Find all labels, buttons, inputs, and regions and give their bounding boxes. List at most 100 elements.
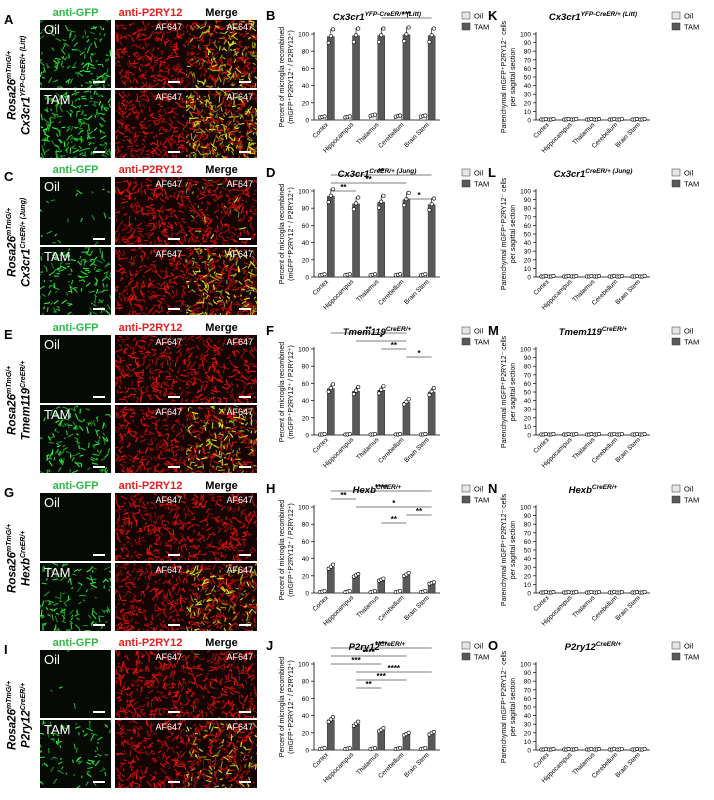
y-tick-label: 30 xyxy=(524,407,532,414)
data-point xyxy=(331,187,336,192)
y-axis-label: Parenchymal mGFP⁺P2RY12⁻ cells xyxy=(501,493,508,606)
data-point xyxy=(619,116,624,121)
x-tick-label: Thalamus xyxy=(355,278,381,304)
legend-label: TAM xyxy=(474,180,489,189)
chart-title: P2ry12CreER/+ xyxy=(565,641,622,653)
data-point xyxy=(574,273,579,278)
y-tick-label: 20 xyxy=(302,100,310,107)
x-tick-label: Brain Stem xyxy=(403,436,431,464)
af647-label: AF647 xyxy=(226,495,253,505)
scale-bar xyxy=(93,151,105,153)
condition-label: TAM xyxy=(44,722,71,737)
micrograph-image xyxy=(40,335,111,403)
data-point xyxy=(372,589,377,594)
micrograph-red-tam: AF647 xyxy=(115,720,186,788)
legend-swatch-tam xyxy=(461,337,471,346)
condition-label: Oil xyxy=(44,495,60,510)
af647-label: AF647 xyxy=(155,565,182,575)
y-tick-label: 80 xyxy=(524,49,532,56)
panel-letter: O xyxy=(488,638,498,653)
micrograph-image xyxy=(186,563,257,631)
y-tick-label: 40 xyxy=(302,83,310,90)
af647-label: AF647 xyxy=(155,407,182,417)
y-tick-label: 60 xyxy=(524,381,532,388)
y-tick-label: 0 xyxy=(305,118,309,125)
anti-gfp-header: anti-GFP xyxy=(52,322,99,334)
scale-bar xyxy=(239,308,251,310)
micrograph-gfp-oil: Oil xyxy=(40,493,111,561)
significance-label: **** xyxy=(362,648,375,657)
legend-label: TAM xyxy=(684,496,699,505)
chart-title: Tmem119CreER/+ xyxy=(559,326,628,338)
chart-title-main: Cx3cr1 xyxy=(333,12,365,23)
legend-label: TAM xyxy=(684,653,699,662)
y-tick-label: 70 xyxy=(524,530,532,537)
data-point xyxy=(347,746,352,751)
scale-bar xyxy=(239,781,251,783)
y-tick-label: 20 xyxy=(302,730,310,737)
chart-title-sup: CreER/+ xyxy=(592,484,618,491)
y-tick-label: 50 xyxy=(524,232,532,239)
legend-swatch-tam xyxy=(461,652,471,661)
micrograph-image xyxy=(40,405,111,473)
micrograph-image xyxy=(186,650,257,718)
data-point xyxy=(543,431,548,436)
panel-letter: M xyxy=(488,323,499,338)
data-point xyxy=(328,193,333,198)
bar-tam xyxy=(402,199,411,278)
data-point xyxy=(404,32,409,37)
legend-swatch-oil xyxy=(671,641,681,650)
data-point xyxy=(381,384,386,389)
data-point xyxy=(574,589,579,594)
chart-title-sup: YFP-CreER/+ (Litt) xyxy=(365,11,422,18)
scale-bar xyxy=(93,308,105,310)
data-point xyxy=(429,202,434,207)
data-point xyxy=(423,431,428,436)
data-point xyxy=(379,387,384,392)
data-point xyxy=(429,389,434,394)
scale-bar xyxy=(93,238,105,240)
data-point xyxy=(543,273,548,278)
y-tick-label: 20 xyxy=(302,257,310,264)
af647-label: AF647 xyxy=(226,337,253,347)
y-axis-label: Percent of microglia recombined xyxy=(279,27,286,127)
af647-label: AF647 xyxy=(226,652,253,662)
genotype-cre-sup: CreER/+ xyxy=(20,530,28,559)
af647-label: AF647 xyxy=(155,22,182,32)
bar-chart-h: H HexbCreER/+ 0 20 40 60 80 100 Percent of micro… xyxy=(262,479,502,635)
data-point xyxy=(372,272,377,277)
y-tick-label: 100 xyxy=(520,505,531,512)
micrograph-red-tam: AF647 xyxy=(115,247,186,315)
y-tick-label: 0 xyxy=(527,275,531,282)
data-point xyxy=(381,726,386,731)
significance-label: ** xyxy=(366,175,373,184)
scale-bar xyxy=(168,238,180,240)
scale-bar xyxy=(93,711,105,713)
data-point xyxy=(612,273,617,278)
data-point xyxy=(423,113,428,118)
y-tick-label: 60 xyxy=(302,696,310,703)
data-point xyxy=(351,207,356,212)
chart-svg: B Cx3cr1YFP-CreER/+ (Litt) 0 20 40 60 80 100 Per… xyxy=(266,8,489,155)
y-tick-label: 30 xyxy=(524,565,532,572)
y-tick-label: 20 xyxy=(302,573,310,580)
data-point xyxy=(322,431,327,436)
micrograph-image xyxy=(40,90,111,158)
chart-svg: H HexbCreER/+ 0 20 40 60 80 100 Percent of micro… xyxy=(266,481,489,628)
y-tick-label: 80 xyxy=(302,49,310,56)
data-point xyxy=(328,34,333,39)
data-point xyxy=(427,392,432,397)
chart-title-main: Tmem119 xyxy=(343,327,387,338)
y-axis-label-line2: (mGFP⁺P2RY12⁺ / P2RY12⁺) xyxy=(288,30,295,124)
x-tick-label: Cortex xyxy=(532,751,551,770)
y-tick-label: 40 xyxy=(302,240,310,247)
data-point xyxy=(331,382,336,387)
y-tick-label: 70 xyxy=(524,214,532,221)
chart-title: HexbCreER/+ xyxy=(569,484,618,496)
bar-tam xyxy=(402,34,411,121)
condition-label: Oil xyxy=(44,179,60,194)
data-point xyxy=(406,397,411,402)
data-point xyxy=(589,116,594,121)
genotype-reporter: Rosa26 xyxy=(6,552,19,593)
y-tick-label: 40 xyxy=(524,713,532,720)
